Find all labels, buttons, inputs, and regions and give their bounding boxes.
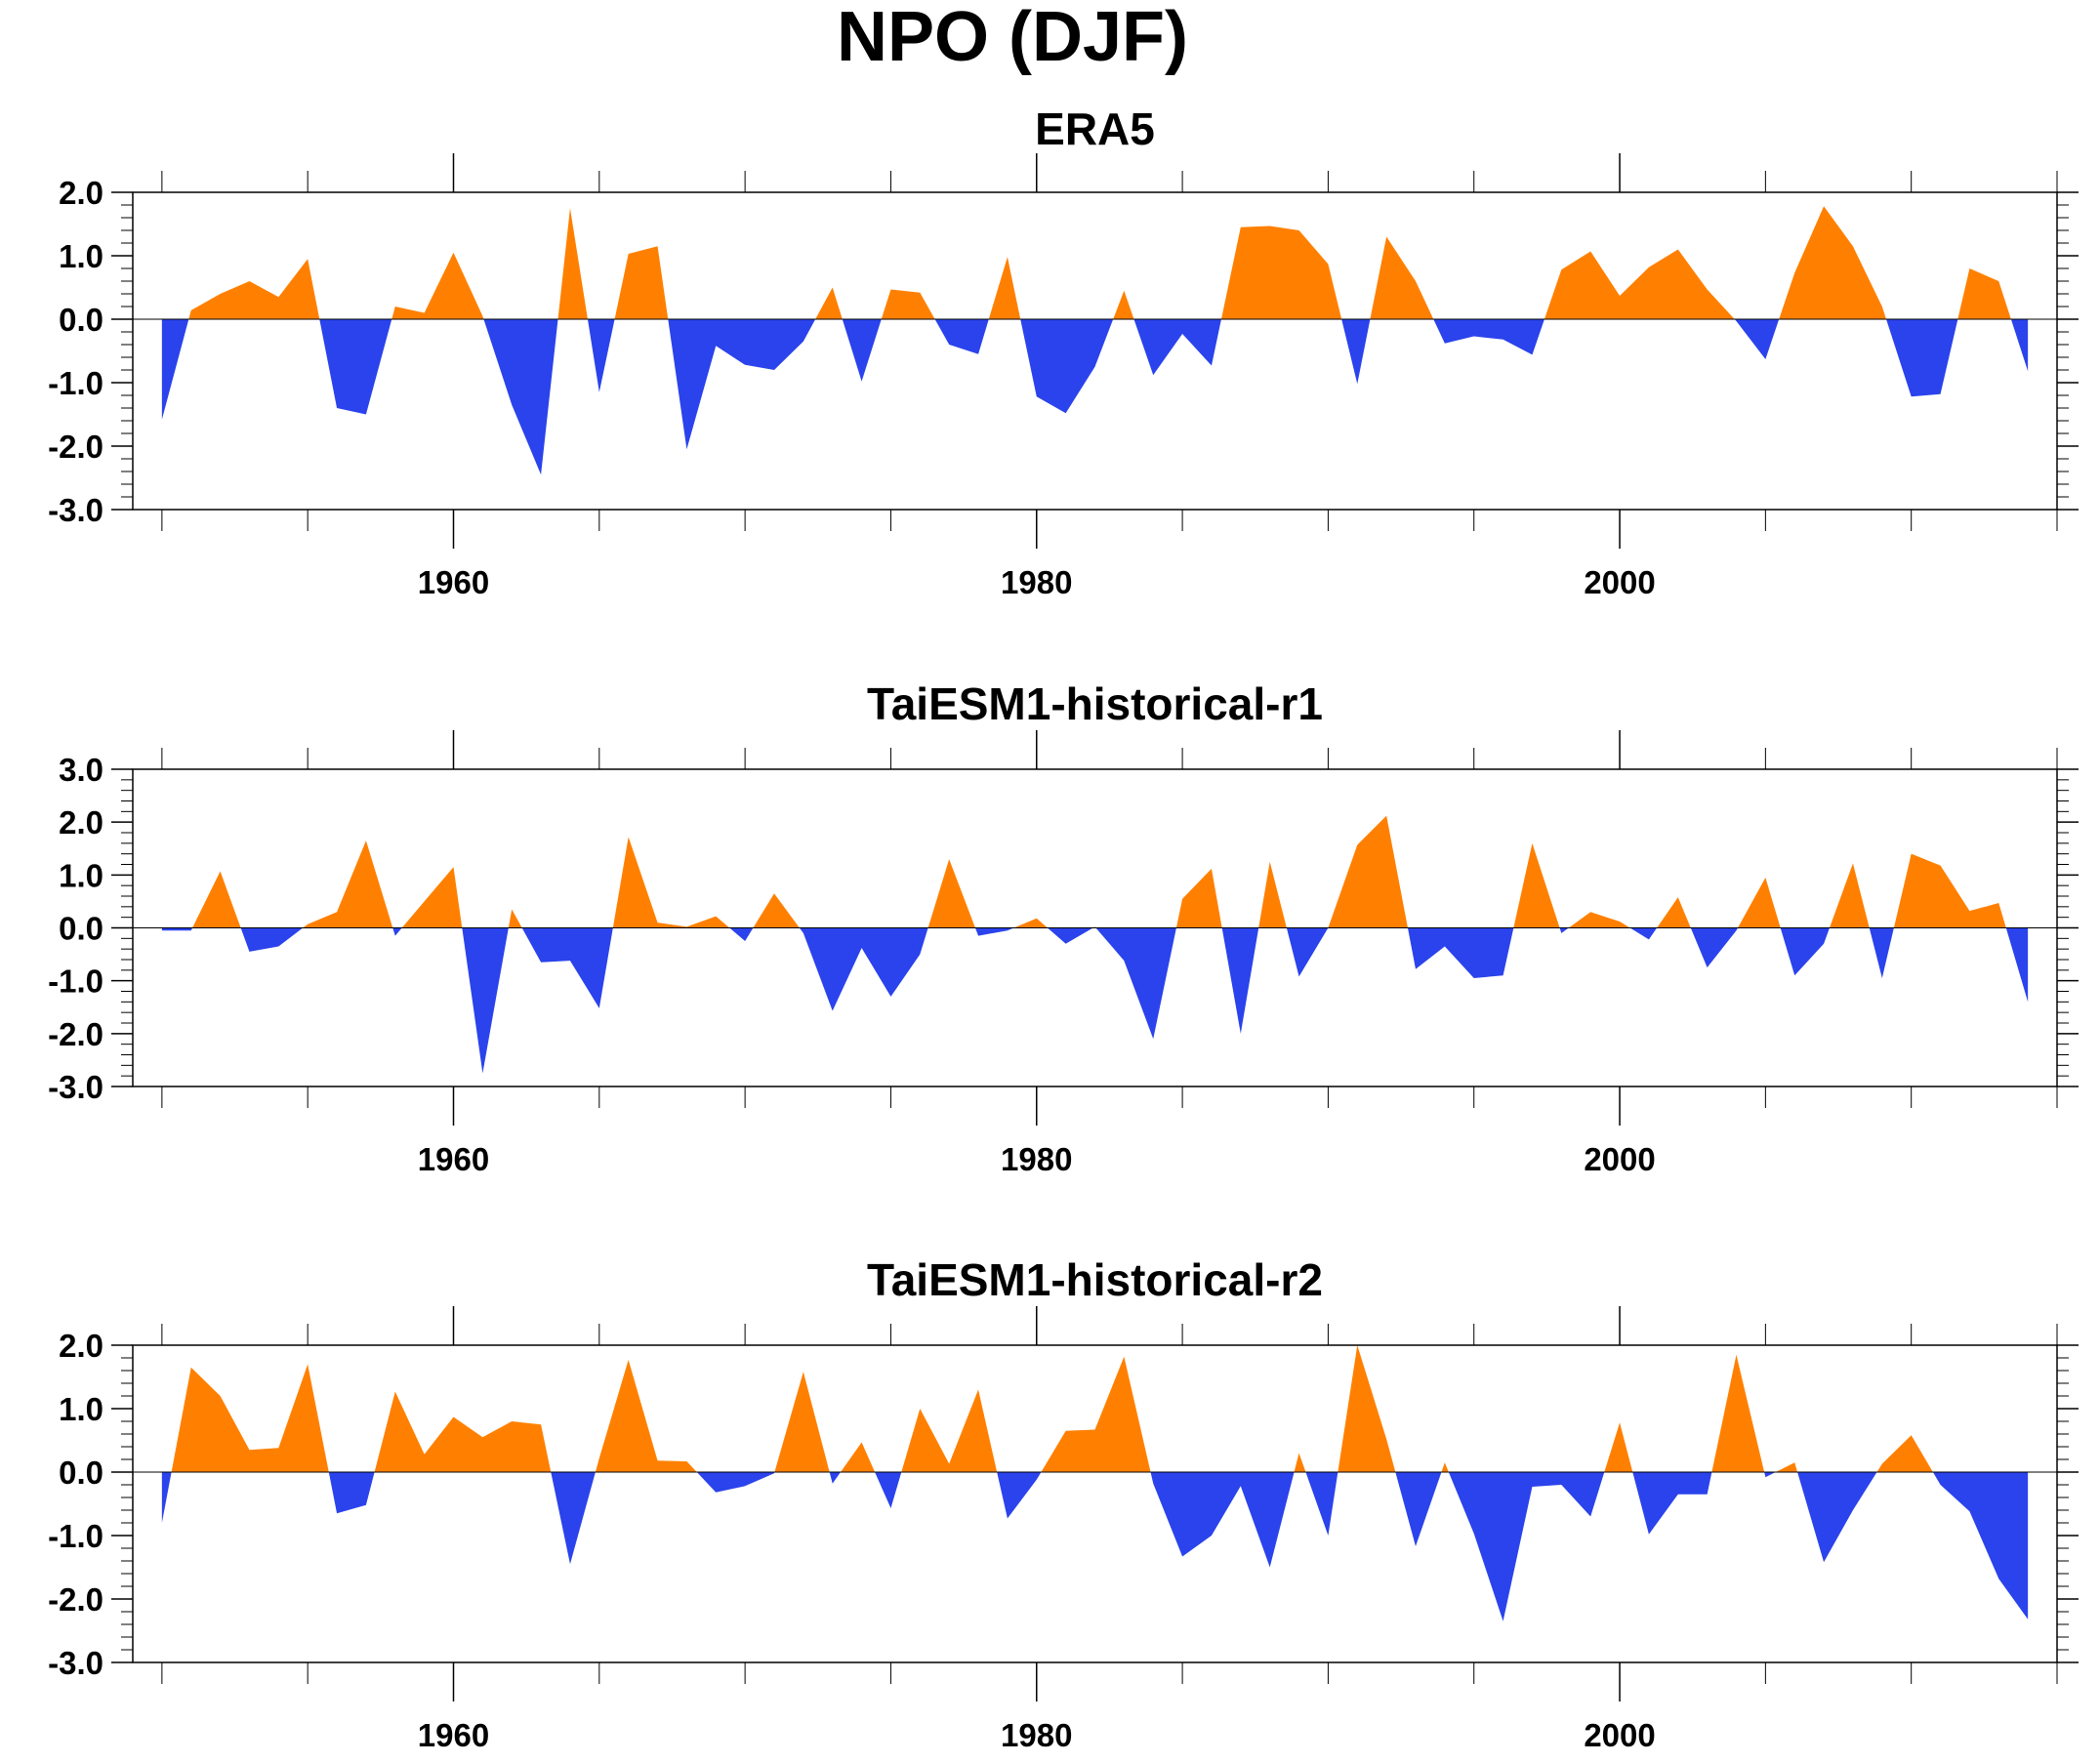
y-tick-label: 1.0 (59, 238, 103, 274)
x-tick-label: 2000 (1584, 1717, 1655, 1753)
negative-anomaly-area (161, 319, 2029, 475)
y-tick-label: 0.0 (59, 302, 103, 338)
y-tick-label: 1.0 (59, 857, 103, 893)
x-tick-label: 1960 (418, 1141, 489, 1177)
x-tick-label: 1960 (418, 1717, 489, 1753)
plot-frame (132, 1344, 2058, 1663)
positive-anomaly-area (161, 815, 2029, 928)
y-tick-label: 2.0 (59, 175, 103, 211)
y-tick-label: 3.0 (59, 752, 103, 788)
positive-anomaly-area (161, 1345, 2029, 1472)
x-tick-label: 1960 (418, 564, 489, 600)
y-tick-label: -1.0 (48, 964, 103, 1000)
plot-frame (132, 191, 2058, 511)
y-tick-label: 2.0 (59, 1328, 103, 1364)
x-tick-label: 1980 (1001, 1141, 1072, 1177)
series-area (161, 206, 2029, 475)
series-area (161, 815, 2029, 1074)
y-tick-label: 1.0 (59, 1391, 103, 1427)
y-tick-label: -2.0 (48, 1581, 103, 1618)
panel-3: TaiESM1-historical-r2 -3.0 -2.0 -1.0 0.0 1.0 2… (48, 1254, 2079, 1753)
panel-2: TaiESM1-historical-r1 -3.0 -2.0 -1.0 0.0 1.0 2… (48, 678, 2079, 1177)
y-tick-label: -2.0 (48, 1016, 103, 1052)
y-tick-label: -1.0 (48, 365, 103, 401)
y-tick-label: -3.0 (48, 1069, 103, 1105)
y-tick-label: 0.0 (59, 1455, 103, 1491)
panel-title: TaiESM1-historical-r2 (867, 1254, 1323, 1305)
positive-anomaly-area (161, 206, 2029, 319)
x-tick-label: 2000 (1584, 564, 1655, 600)
negative-anomaly-area (161, 1472, 2029, 1621)
x-tick-label: 2000 (1584, 1141, 1655, 1177)
series-area (161, 1345, 2029, 1621)
panel-title: TaiESM1-historical-r1 (867, 678, 1323, 729)
y-tick-label: -3.0 (48, 492, 103, 528)
y-tick-label: 0.0 (59, 911, 103, 947)
x-tick-label: 1980 (1001, 564, 1072, 600)
panel-title: ERA5 (1035, 103, 1155, 154)
main-title: NPO (DJF) (837, 0, 1188, 76)
y-tick-label: -3.0 (48, 1645, 103, 1681)
y-tick-label: 2.0 (59, 804, 103, 840)
x-tick-label: 1980 (1001, 1717, 1072, 1753)
y-tick-label: -2.0 (48, 429, 103, 465)
y-tick-label: -1.0 (48, 1518, 103, 1554)
negative-anomaly-area (161, 927, 2029, 1074)
panel-1: ERA5 -3.0 -2.0 -1.0 0.0 1.0 2.0 1960 1980 2000 (48, 103, 2079, 600)
